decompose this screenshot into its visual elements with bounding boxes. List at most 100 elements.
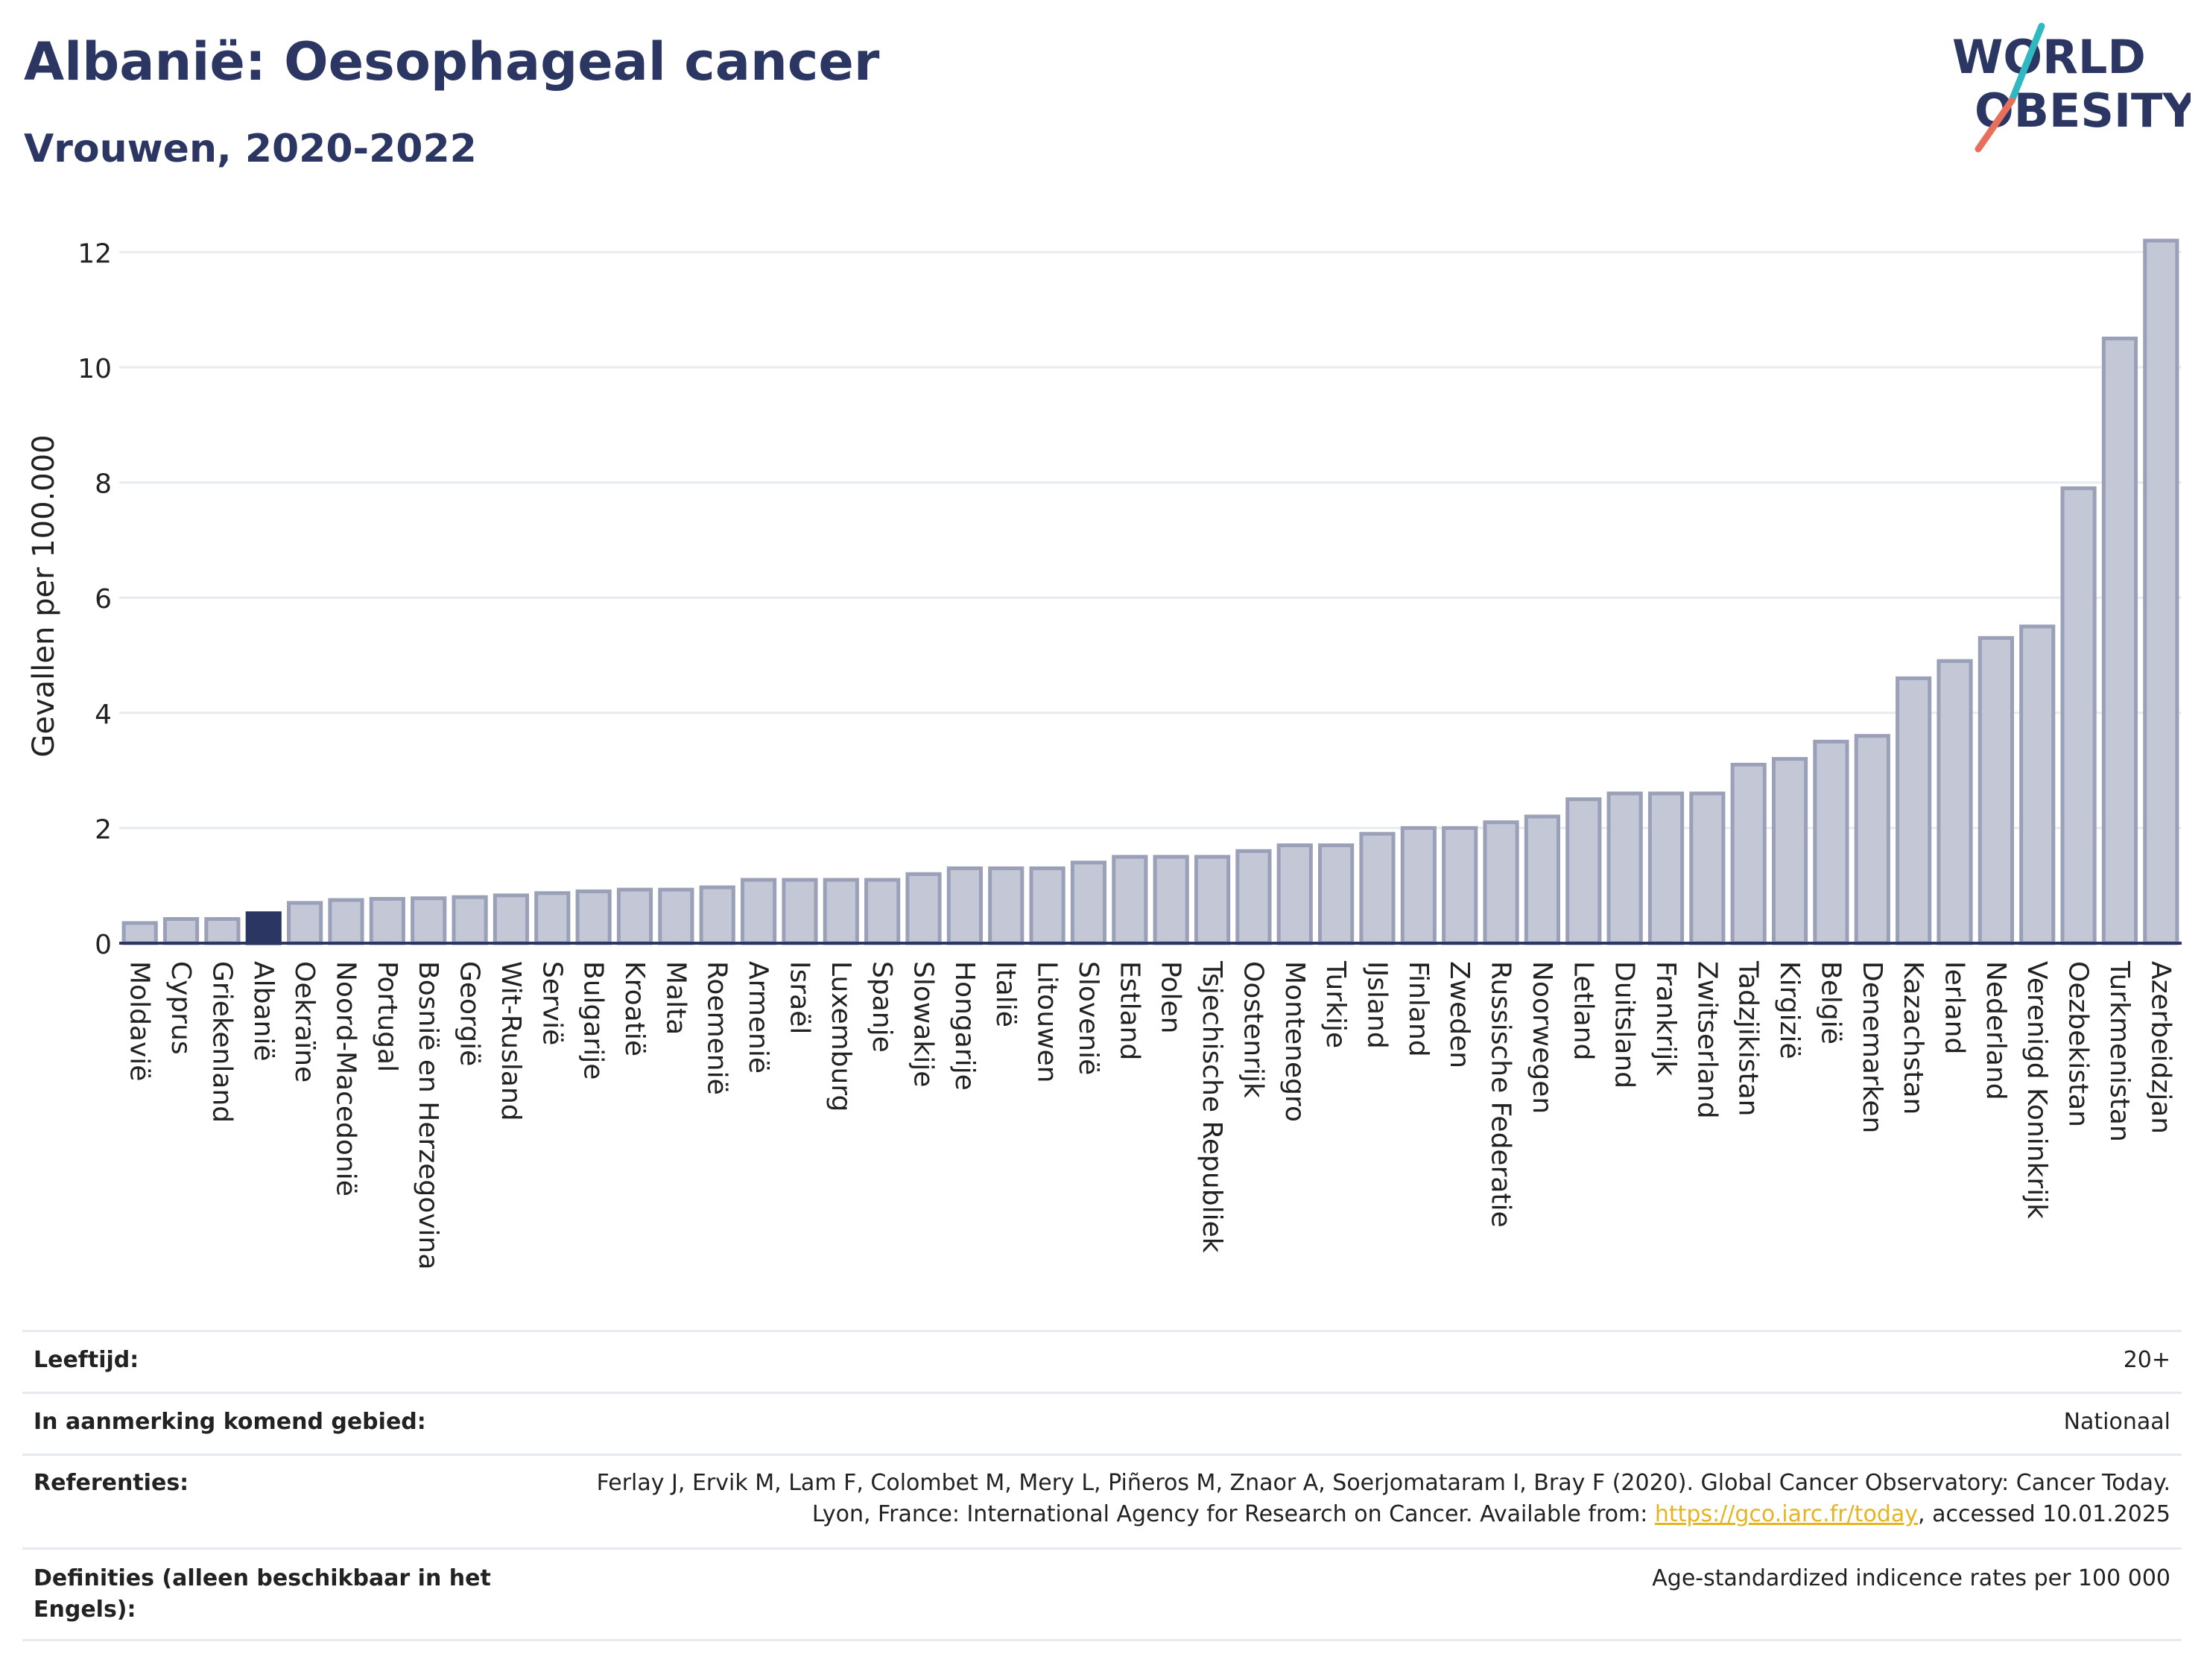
x-tick-label: Luxemburg (826, 961, 856, 1112)
x-tick-label: Polen (1156, 961, 1186, 1033)
references-label: Referenties: (34, 1470, 189, 1496)
references-text: Ferlay J, Ervik M, Lam F, Colombet M, Me… (596, 1470, 2170, 1527)
bar-chart: Gevallen per 100.000 0 2 4 6 8 10 12 Moldavië Cy… (27, 238, 2182, 1269)
bar (1689, 791, 1726, 945)
bar (1070, 860, 1107, 945)
x-tick-label: Verenigd Koninkrijk (2021, 961, 2052, 1219)
bar (1483, 820, 1519, 945)
y-tick-label: 8 (95, 469, 112, 500)
x-tick-label: Denemarken (1857, 961, 1887, 1133)
x-tick-label: Oezbekistan (2063, 961, 2094, 1127)
x-tick-label: Portugal (372, 961, 402, 1072)
bar (699, 885, 735, 945)
bar (287, 901, 323, 945)
bar (1029, 866, 1065, 945)
bar (452, 895, 488, 945)
x-tick-label: Estland (1114, 961, 1144, 1060)
x-tick-label: Israël (784, 961, 814, 1034)
y-tick-label: 2 (95, 814, 112, 845)
x-tick-label: Bosnië en Herzegovina (413, 961, 443, 1269)
bar (1730, 762, 1767, 945)
x-tick-label: Roemenië (702, 961, 732, 1095)
age-label: Leeftijd: (34, 1347, 139, 1373)
x-tick-label: Albanië (248, 961, 279, 1062)
references-link[interactable]: https://gco.iarc.fr/today (1654, 1501, 1919, 1527)
x-tick-label: Bulgarije (578, 961, 609, 1080)
definitions-value: Age-standardized indicence rates per 100… (1652, 1565, 2170, 1591)
bar (1442, 825, 1478, 945)
references-accessed: , accessed 10.01.2025 (1918, 1501, 2170, 1527)
x-tick-label: Oostenrijk (1238, 961, 1268, 1098)
y-tick-label: 4 (95, 700, 112, 730)
bar (1235, 849, 1272, 945)
world-obesity-logo: WORLD OBESITY (1952, 22, 2191, 153)
x-tick-label: Litouwen (1032, 961, 1063, 1083)
bar (988, 866, 1025, 945)
bar (328, 898, 364, 945)
x-tick-label: Malta (660, 961, 691, 1035)
x-tick-label: Montenegro (1279, 961, 1310, 1122)
bar (2019, 624, 2056, 945)
area-label: In aanmerking komend gebied: (34, 1409, 426, 1435)
x-tick-label: Azerbeidzjan (2145, 961, 2176, 1134)
bar (534, 891, 571, 945)
bar (1153, 855, 1189, 945)
x-tick-label: Russische Federatie (1486, 961, 1516, 1228)
logo-slash-coral (1975, 97, 2015, 153)
x-tick-label: Frankrijk (1650, 961, 1681, 1076)
x-tick-label: Kroatië (619, 961, 650, 1056)
bar (2101, 336, 2138, 945)
x-tick-label: Armenië (743, 961, 773, 1074)
area-value: Nationaal (2063, 1409, 2170, 1435)
bar (616, 887, 653, 945)
x-tick-label: Turkije (1320, 960, 1351, 1048)
x-tick-label: Letland (1568, 961, 1598, 1060)
bar (1400, 825, 1437, 945)
bar (1854, 734, 1890, 945)
bar (1606, 791, 1643, 945)
bar (1565, 797, 1602, 945)
bar (1813, 739, 1849, 945)
bar (1359, 831, 1396, 945)
bar (1771, 757, 1808, 945)
bar (162, 917, 200, 945)
bar (121, 921, 158, 945)
x-tick-label: Slowakije (908, 961, 939, 1087)
x-tick-label: Slovenië (1073, 961, 1103, 1075)
bar (204, 917, 241, 945)
x-tick-label: Tsjechische Republiek (1197, 960, 1227, 1253)
bar (905, 872, 942, 945)
y-tick-label: 12 (77, 238, 112, 269)
x-tick-label: Noorwegen (1527, 961, 1557, 1114)
bar (411, 896, 447, 945)
definitions-label: Definities (alleen beschikbaar in het En… (34, 1565, 491, 1623)
references-value: Ferlay J, Ervik M, Lam F, Colombet M, Me… (546, 1468, 2170, 1530)
x-tick-label: Duitsland (1609, 961, 1640, 1088)
x-tick-label: Spanje (867, 961, 897, 1053)
bar (493, 893, 530, 945)
x-tick-label: Hongarije (949, 961, 980, 1091)
page-title: Albanië: Oesophageal cancer (24, 31, 880, 92)
x-tick-label: Kazachstan (1898, 961, 1928, 1115)
bar (823, 878, 859, 945)
logo-word-obesity: OBESITY (1975, 83, 2191, 138)
metadata-table: Leeftijd: 20+ In aanmerking komend gebie… (22, 1330, 2182, 1641)
x-tick-label: Zweden (1444, 961, 1475, 1068)
x-tick-label: IJsland (1361, 961, 1392, 1049)
bar (1647, 791, 1685, 945)
age-value: 20+ (2123, 1347, 2170, 1373)
bar (782, 878, 818, 945)
x-tick-label: Tadzjikistan (1733, 960, 1764, 1116)
page-subtitle: Vrouwen, 2020-2022 (24, 127, 477, 171)
x-tick-label: Nederland (1980, 961, 2011, 1100)
bar (864, 878, 901, 945)
x-tick-label: Servië (536, 961, 567, 1045)
bar (369, 896, 405, 945)
bar (2060, 486, 2097, 945)
x-tick-label: Turkmenistan (2104, 960, 2135, 1142)
bar (1937, 659, 1973, 945)
y-tick-label: 6 (95, 584, 112, 615)
x-tick-label: België (1815, 961, 1846, 1045)
x-tick-label: Griekenland (206, 961, 237, 1123)
y-tick-label: 10 (77, 354, 112, 384)
